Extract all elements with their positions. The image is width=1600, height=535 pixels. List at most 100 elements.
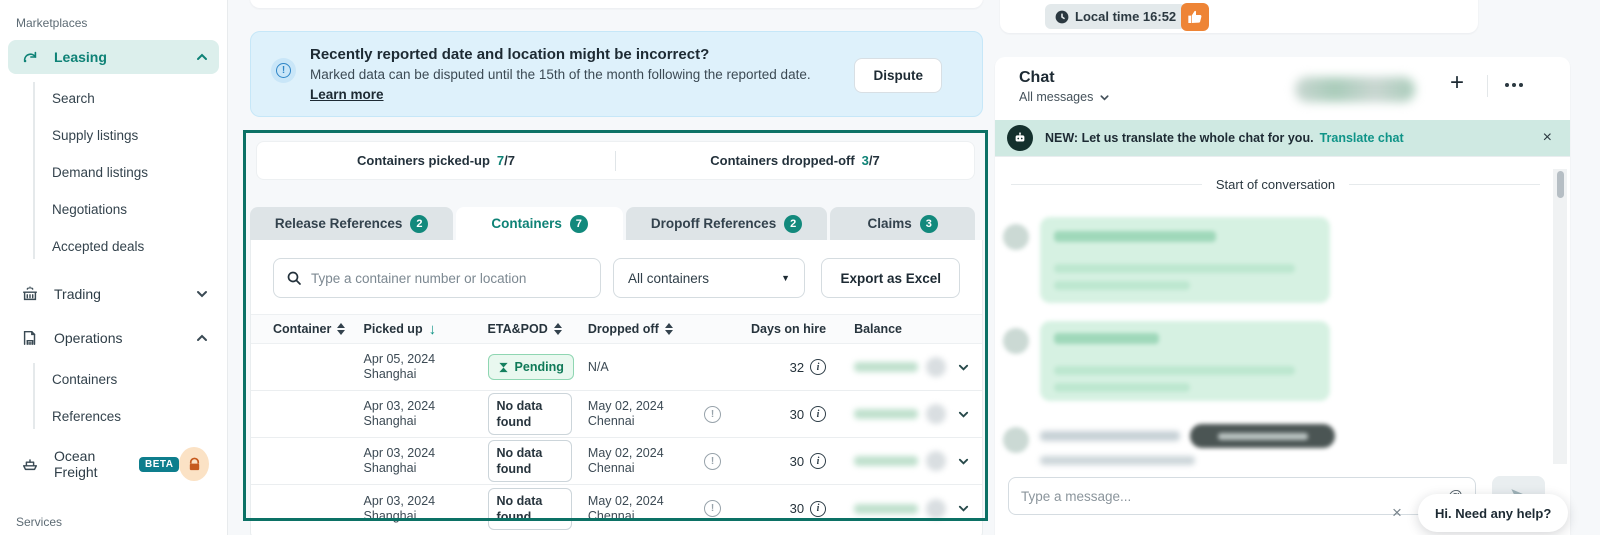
tab-count-badge: 7 — [569, 214, 588, 233]
sidebar-item-supply-listings[interactable]: Supply listings — [52, 128, 139, 143]
dispute-button[interactable]: Dispute — [854, 58, 942, 93]
sidebar-item-leasing[interactable]: Leasing — [8, 40, 219, 74]
warning-icon[interactable]: ! — [704, 405, 722, 423]
days-on-hire-value: 32 — [789, 359, 805, 375]
picked-up-city: Shanghai — [363, 461, 417, 475]
export-excel-button[interactable]: Export as Excel — [821, 258, 960, 298]
sidebar-item-search[interactable]: Search — [52, 91, 95, 106]
sidebar-item-ocean-freight[interactable]: Ocean Freight BETA — [8, 447, 219, 481]
balance-redacted — [854, 409, 919, 419]
table-row[interactable]: Apr 03, 2024 Shanghai No data found May 0… — [251, 485, 982, 532]
balance-info-redacted — [926, 357, 947, 377]
thumbs-up-icon[interactable] — [1181, 3, 1209, 31]
lock-icon — [179, 447, 209, 481]
new-chat-button[interactable]: + — [1450, 69, 1465, 96]
search-icon — [286, 270, 302, 286]
dropped-off-date: May 02, 2024 — [587, 493, 664, 508]
sidebar-item-accepted-deals[interactable]: Accepted deals — [52, 239, 145, 254]
warning-icon[interactable]: ! — [704, 452, 722, 470]
message-input[interactable] — [1021, 488, 1448, 504]
column-header-balance: Balance — [854, 322, 903, 336]
picked-up-date: Apr 05, 2024 — [363, 352, 436, 366]
containers-filter-select[interactable]: All containers ▼ — [613, 258, 805, 298]
conversation-area: Start of conversation — [995, 156, 1570, 475]
learn-more-link[interactable]: Learn more — [310, 87, 384, 102]
chat-scrollbar[interactable] — [1553, 169, 1567, 464]
chat-filter-dropdown[interactable]: All messages — [1019, 90, 1570, 104]
search-input[interactable] — [311, 270, 588, 286]
message-input-box[interactable]: @ — [1008, 477, 1476, 515]
column-header-eta-pod[interactable]: ETA&POD — [488, 322, 588, 336]
balance-redacted — [854, 503, 919, 514]
beta-badge: BETA — [139, 456, 180, 472]
row-expand-chevron[interactable] — [958, 503, 982, 514]
sidebar-item-operations[interactable]: Operations — [8, 321, 219, 355]
tab-count-badge: 2 — [784, 214, 803, 233]
translate-chat-link[interactable]: Translate chat — [1319, 131, 1404, 145]
dispute-info-banner: ! Recently reported date and location mi… — [250, 31, 983, 117]
sidebar-item-trading[interactable]: Trading — [8, 277, 219, 311]
leasing-icon — [20, 47, 40, 67]
main-top-card — [250, 0, 983, 8]
counts-divider — [615, 150, 616, 171]
close-icon[interactable]: × — [1542, 129, 1552, 146]
container-counts-bar: Containers picked-up 7/7 Containers drop… — [256, 141, 975, 180]
start-of-conversation-divider: Start of conversation — [995, 157, 1570, 192]
sidebar-item-containers[interactable]: Containers — [52, 372, 118, 387]
tab-claims[interactable]: Claims 3 — [830, 207, 975, 240]
trading-icon — [20, 284, 40, 304]
sidebar-section-services: Services — [16, 515, 63, 529]
row-expand-chevron[interactable] — [958, 362, 982, 373]
scrollbar-thumb[interactable] — [1556, 171, 1564, 198]
containers-table-card: All containers ▼ Export as Excel Contain… — [250, 240, 983, 535]
table-row[interactable]: Apr 05, 2024 Shanghai Pending N/A 32 i — [251, 344, 982, 391]
info-icon[interactable]: i — [810, 500, 827, 517]
close-icon[interactable]: × — [1392, 503, 1402, 522]
operations-submenu: Containers References — [0, 355, 227, 437]
column-header-dropped-off[interactable]: Dropped off — [588, 322, 704, 336]
sidebar-item-demand-listings[interactable]: Demand listings — [52, 165, 149, 180]
chat-message-redacted — [1040, 456, 1195, 465]
need-help-bubble[interactable]: Hi. Need any help? — [1418, 494, 1569, 532]
column-header-container[interactable]: Container — [273, 322, 364, 336]
sidebar-item-negotiations[interactable]: Negotiations — [52, 202, 128, 217]
picked-up-city: Shanghai — [363, 367, 417, 381]
no-data-found-box: No data found — [487, 487, 572, 530]
dropped-off-date: May 02, 2024 — [587, 446, 664, 460]
avatar — [1003, 328, 1029, 354]
ship-icon — [20, 454, 40, 474]
table-row[interactable]: Apr 03, 2024 Shanghai No data found May 0… — [251, 391, 982, 438]
clock-icon — [1055, 10, 1069, 24]
translate-banner-text: NEW: Let us translate the whole chat for… — [1045, 131, 1314, 145]
chat-message-redacted — [1040, 431, 1180, 441]
days-on-hire-value: 30 — [789, 453, 805, 469]
tab-bar: Release References 2 Containers 7 Dropof… — [250, 207, 975, 240]
chat-participants-redacted — [1295, 77, 1415, 102]
caret-down-icon: ▼ — [781, 273, 790, 283]
row-expand-chevron[interactable] — [958, 456, 982, 467]
sidebar-item-references[interactable]: References — [52, 409, 122, 424]
chat-header: Chat All messages + — [995, 57, 1570, 120]
table-row[interactable]: Apr 03, 2024 Shanghai No data found May 0… — [251, 438, 982, 485]
table-toolbar: All containers ▼ Export as Excel — [251, 240, 982, 314]
balance-info-redacted — [926, 451, 947, 471]
container-search[interactable] — [273, 258, 601, 298]
row-expand-chevron[interactable] — [958, 409, 982, 420]
dropped-off-date: May 02, 2024 — [587, 399, 664, 413]
avatar — [1003, 427, 1029, 453]
sidebar-item-label: Operations — [54, 330, 123, 346]
info-icon[interactable]: i — [810, 406, 827, 422]
sort-icon — [337, 323, 346, 335]
sort-icon — [664, 323, 673, 335]
warning-icon[interactable]: ! — [704, 500, 722, 517]
tab-release-references[interactable]: Release References 2 — [250, 207, 454, 240]
column-header-picked-up[interactable]: Picked up ↓ — [363, 320, 437, 338]
info-icon[interactable]: i — [810, 453, 827, 469]
info-icon: ! — [271, 58, 296, 83]
tab-dropoff-references[interactable]: Dropoff References 2 — [625, 207, 828, 240]
balance-redacted — [854, 362, 919, 372]
bot-icon — [1007, 125, 1033, 151]
info-icon[interactable]: i — [810, 359, 827, 375]
tab-containers[interactable]: Containers 7 — [456, 207, 623, 240]
more-options-icon[interactable] — [1505, 83, 1509, 87]
